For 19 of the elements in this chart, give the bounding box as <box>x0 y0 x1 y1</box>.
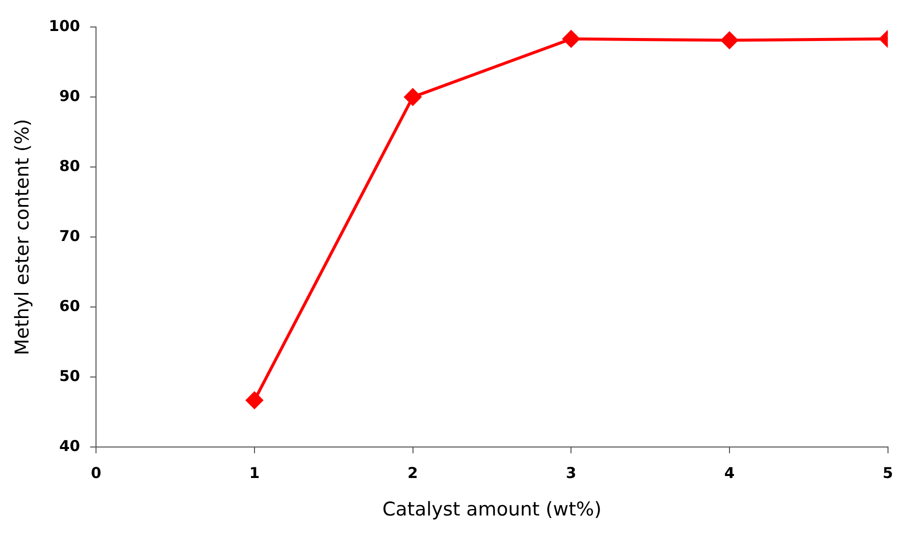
x-tick-label: 0 <box>90 464 102 482</box>
y-tick-label: 80 <box>59 156 80 175</box>
y-tick-label: 40 <box>59 437 80 456</box>
x-tick-label: 4 <box>724 464 735 482</box>
y-axis-title: Methyl ester content (%) <box>11 118 34 356</box>
point <box>404 88 422 106</box>
x-tick-label: 5 <box>882 464 893 482</box>
point <box>562 30 580 48</box>
y-tick-label: 70 <box>59 226 80 245</box>
x-axis-title: Catalyst amount (wt%) <box>382 498 602 521</box>
y-tick-label: 100 <box>48 16 80 35</box>
x-tick-label: 1 <box>249 464 260 482</box>
y-tick-label: 90 <box>59 86 80 105</box>
point <box>720 32 738 49</box>
point <box>246 392 263 409</box>
y-tick-label: 60 <box>59 297 80 316</box>
x-tick-label: 3 <box>566 464 576 482</box>
x-tick-label: 2 <box>408 464 418 482</box>
y-tick-label: 50 <box>59 367 80 386</box>
